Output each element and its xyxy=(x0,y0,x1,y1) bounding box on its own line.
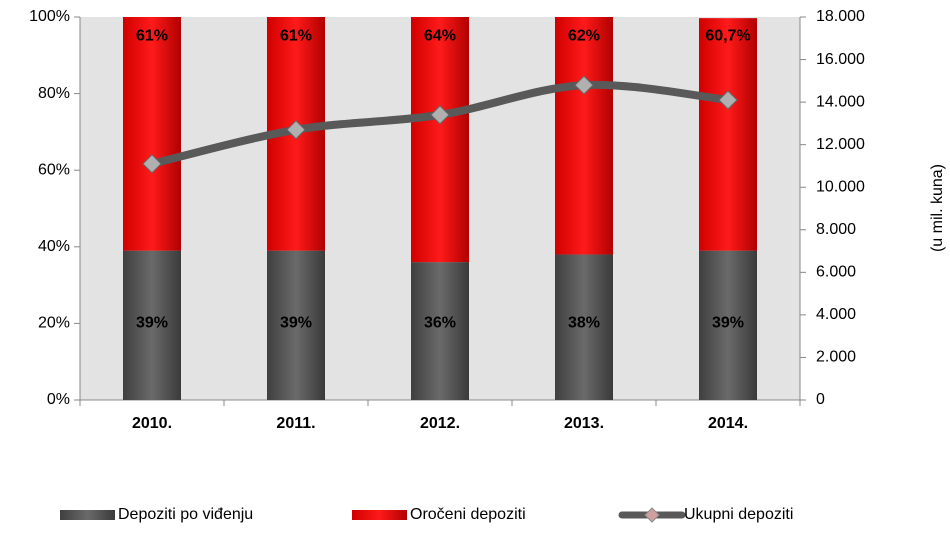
bar-segment xyxy=(411,262,469,400)
bar-segment xyxy=(267,250,325,400)
x-tick-label: 2013. xyxy=(564,415,604,432)
bar-segment xyxy=(699,18,757,251)
line-marker xyxy=(718,90,738,110)
bar-segment xyxy=(555,254,613,400)
line-marker xyxy=(286,120,306,140)
x-tick-label: 2011. xyxy=(276,415,315,432)
y2-tick-label: 6.000 xyxy=(816,264,856,281)
data-label: 39% xyxy=(136,315,168,332)
y2-tick-label: 14.000 xyxy=(816,93,865,110)
data-label: 61% xyxy=(280,27,312,44)
y2-tick-label: 0 xyxy=(816,391,825,408)
legend-label: Depoziti po viđenju xyxy=(118,506,253,523)
y2-tick-label: 12.000 xyxy=(816,136,865,153)
y2-tick-label: 8.000 xyxy=(816,221,856,238)
y-tick-label: 20% xyxy=(38,315,70,332)
data-label: 64% xyxy=(424,27,456,44)
legend-swatch xyxy=(644,507,660,523)
bar-segment xyxy=(123,17,181,251)
line-marker xyxy=(574,75,594,95)
y2-axis-label: (u mil. kuna) xyxy=(929,164,946,252)
bar-segment xyxy=(123,250,181,400)
data-label: 39% xyxy=(280,315,312,332)
legend-label: Ukupni depoziti xyxy=(684,506,793,523)
x-tick-label: 2010. xyxy=(132,415,172,432)
legend-swatch xyxy=(352,510,407,520)
line-marker xyxy=(430,105,450,125)
data-label: 38% xyxy=(568,315,600,332)
x-tick-label: 2012. xyxy=(420,415,460,432)
legend-label: Oročeni depoziti xyxy=(410,506,526,523)
line-marker xyxy=(142,154,162,174)
data-label: 39% xyxy=(712,315,744,332)
x-tick-label: 2014. xyxy=(708,415,748,432)
data-label: 36% xyxy=(424,315,456,332)
y2-tick-label: 4.000 xyxy=(816,306,856,323)
data-label: 60,7% xyxy=(705,27,750,44)
y-tick-label: 40% xyxy=(38,238,70,255)
y2-tick-label: 18.000 xyxy=(816,8,865,25)
legend-swatch xyxy=(60,510,115,520)
y-tick-label: 0% xyxy=(47,391,70,408)
y-tick-label: 60% xyxy=(38,161,70,178)
data-label: 61% xyxy=(136,27,168,44)
bar-segment xyxy=(699,250,757,400)
y-tick-label: 80% xyxy=(38,85,70,102)
y-tick-label: 100% xyxy=(29,8,70,25)
y2-tick-label: 2.000 xyxy=(816,349,856,366)
bar-segment xyxy=(411,17,469,263)
y2-tick-label: 10.000 xyxy=(816,178,865,195)
data-label: 62% xyxy=(568,27,600,44)
y2-tick-label: 16.000 xyxy=(816,51,865,68)
bar-segment xyxy=(555,17,613,255)
